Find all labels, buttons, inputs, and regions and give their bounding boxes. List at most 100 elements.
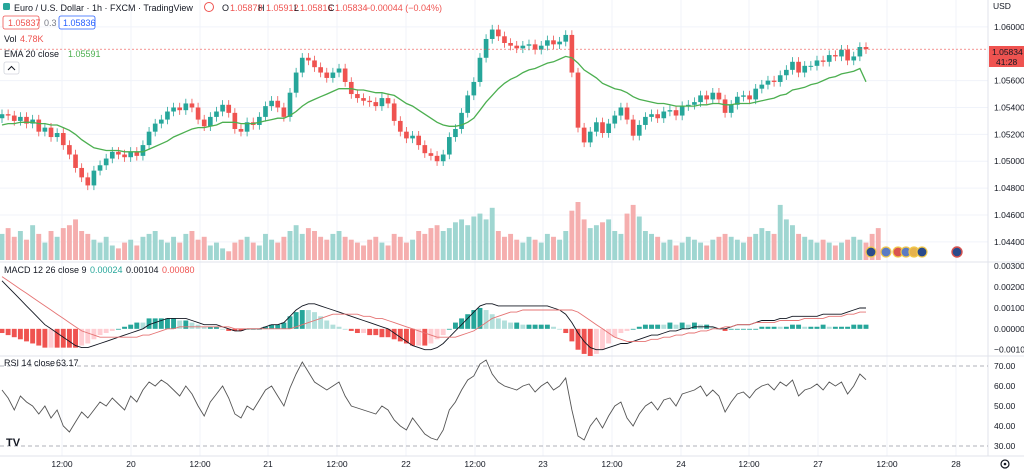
ema-label[interactable]: EMA 20 close (4, 49, 59, 59)
time-axis[interactable]: 12:00 20 12:00 21 12:00 22 12:00 23 12:00 24 12:00… (51, 459, 961, 469)
macd-histogram-bar (122, 326, 128, 329)
candle-body (839, 49, 844, 57)
macd-histogram-bar (839, 326, 844, 329)
candle-body (465, 95, 471, 113)
volume-bar (857, 239, 863, 260)
macd-histogram-bar (397, 328, 403, 342)
macd-histogram-bar (832, 326, 838, 329)
candle-body (747, 95, 752, 100)
candle-body (281, 107, 287, 117)
candle-body (489, 29, 495, 39)
volume-bar (704, 245, 710, 260)
candle-body (18, 116, 23, 121)
rsi-axis[interactable]: 70.00 60.00 50.00 40.00 30.00 (994, 361, 1016, 451)
sell-button[interactable] (2, 15, 40, 30)
price-axis[interactable]: 1.06000 1.05600 1.05400 1.05200 1.05000 1.048… (994, 22, 1024, 247)
event-markers[interactable] (865, 246, 963, 258)
rsi-label[interactable]: RSI 14 close (4, 358, 55, 368)
macd-axis[interactable]: 0.00300 0.00200 0.00100 0.00000 −0.00100 (994, 261, 1024, 355)
volume-bar (765, 231, 771, 260)
volume-bar (60, 228, 66, 260)
candle-body (820, 60, 826, 62)
macd-histogram-bar (379, 328, 385, 338)
volume-bar (759, 228, 765, 260)
buy-button[interactable] (58, 15, 96, 30)
volume-bar (465, 225, 471, 260)
candle-body (845, 49, 850, 61)
time-tick-label: 28 (951, 459, 961, 469)
candle-body (532, 44, 538, 50)
volume-bar (612, 231, 618, 260)
volume-bar (207, 245, 213, 260)
candle-body (189, 103, 195, 108)
macd-tick-label: 0.00200 (994, 282, 1024, 292)
macd-histogram-bar (502, 320, 507, 329)
candle-body (30, 119, 35, 124)
macd-histogram-bar (66, 328, 72, 348)
macd-histogram-bar (790, 324, 795, 329)
macd-histogram-bar (17, 328, 23, 340)
flag-icon[interactable] (916, 246, 928, 258)
candle-body (734, 96, 740, 105)
macd-histogram-bar (434, 328, 440, 340)
volume-bar (495, 231, 501, 260)
volume-bar (318, 236, 324, 260)
macd-histogram-bar (575, 328, 581, 350)
candle-body (379, 98, 385, 107)
volume-bar (606, 219, 612, 260)
candle-body (508, 42, 513, 46)
macd-histogram-bar (238, 328, 244, 331)
macd-histogram-bar (318, 316, 324, 329)
macd-histogram-bar (808, 326, 814, 329)
macd-histogram-bar (465, 314, 471, 329)
time-tick-label: 12:00 (464, 459, 486, 469)
flag-icon[interactable] (880, 246, 892, 258)
macd-histogram-bar (36, 328, 42, 346)
rsi-tick-label: 30.00 (994, 441, 1016, 451)
volume-bar (11, 236, 17, 260)
volume-bar (600, 222, 605, 260)
logo-text: TV (6, 437, 21, 449)
market-status-icon[interactable] (204, 2, 214, 12)
tradingview-logo[interactable]: TV (6, 437, 21, 449)
macd-histogram-bar (24, 328, 29, 342)
macd-histogram-bar (214, 326, 219, 329)
collapse-legend-button[interactable] (3, 61, 20, 75)
time-tick-label: 12:00 (326, 459, 348, 469)
volume-bar (538, 242, 544, 260)
volume-bar (422, 233, 428, 260)
volume-bar (220, 248, 226, 260)
candle-body (520, 45, 526, 49)
volume-bar (434, 225, 440, 260)
macd-histogram-bar (452, 322, 458, 329)
currency-label[interactable]: USD (993, 1, 1011, 11)
candle-body (373, 102, 379, 107)
macd-histogram-bar (134, 322, 140, 329)
macd-histogram-bar (857, 324, 863, 329)
flag-icon[interactable] (951, 246, 963, 258)
candle-body (594, 122, 599, 132)
flag-icon[interactable] (865, 246, 877, 258)
candle-body (318, 67, 323, 73)
volume-bar (477, 213, 483, 260)
macd-histogram-bar (85, 328, 91, 344)
candle-body (673, 110, 679, 116)
price-badge-bg (989, 46, 1024, 67)
candles (0, 24, 869, 191)
candle-body (826, 55, 832, 62)
candle-body (214, 111, 219, 117)
macd-histogram-bar (814, 326, 820, 329)
symbol-title[interactable]: Euro / U.S. Dollar · 1h · FXCM · Trading… (14, 3, 193, 13)
macd-histogram-bar (747, 328, 753, 330)
price-tick-label: 1.05400 (994, 102, 1024, 112)
candle-body (808, 65, 814, 67)
candle-body (759, 84, 765, 89)
macd-histogram-bar (330, 324, 336, 329)
gear-icon[interactable] (1000, 459, 1010, 469)
volume-bar (544, 233, 550, 260)
vol-label[interactable]: Vol (4, 34, 17, 44)
candle-body (195, 107, 201, 120)
macd-label[interactable]: MACD 12 26 close 9 (4, 265, 87, 275)
price-tick-label: 1.04800 (994, 183, 1024, 193)
